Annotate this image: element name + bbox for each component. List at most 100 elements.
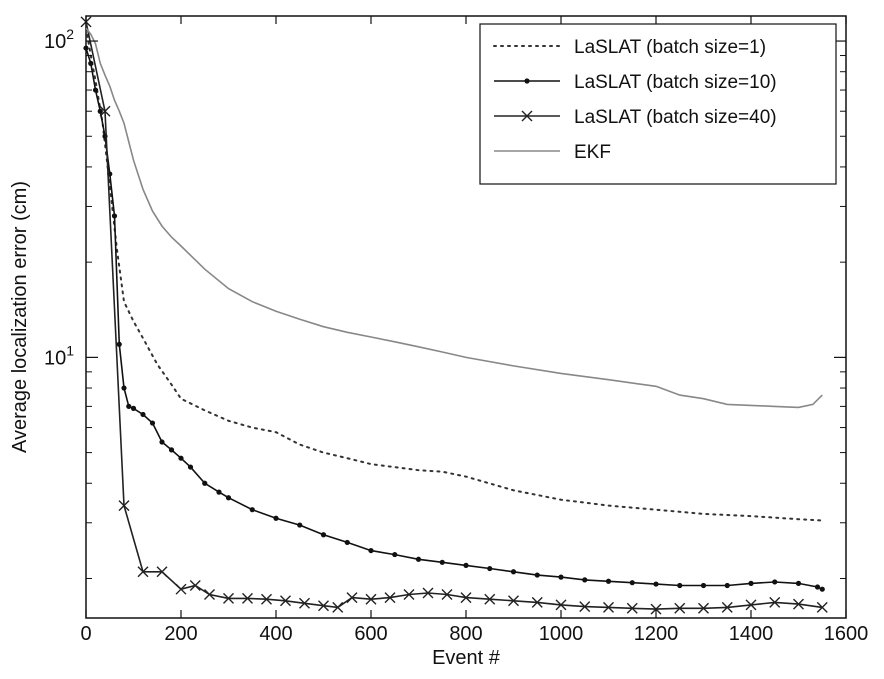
data-point (819, 586, 825, 592)
data-point (126, 403, 132, 409)
x-axis-label: Event # (432, 647, 501, 669)
data-point (365, 593, 377, 605)
data-point (121, 385, 127, 391)
data-point (531, 596, 543, 608)
data-point (318, 600, 329, 612)
data-point (724, 582, 730, 589)
data-point (814, 584, 821, 590)
data-point (745, 599, 757, 611)
data-point (674, 602, 686, 614)
data-point (168, 447, 175, 453)
data-point (626, 602, 638, 614)
data-point (225, 495, 232, 501)
y-axis-label: Average localization error (cm) (9, 181, 31, 453)
x-tick-label: 1200 (634, 623, 679, 645)
data-point (178, 455, 184, 461)
x-tick-label: 1000 (539, 623, 584, 645)
data-point (403, 588, 415, 600)
data-point (384, 592, 396, 604)
data-point (111, 213, 118, 219)
data-point (605, 578, 612, 584)
data-point (320, 532, 327, 538)
data-point (88, 60, 94, 66)
data-point (415, 556, 422, 562)
data-point (769, 596, 781, 608)
series-line (85, 27, 824, 522)
data-point (216, 489, 222, 495)
data-point (189, 580, 201, 592)
data-point (748, 580, 754, 586)
data-point (368, 547, 374, 554)
data-point (422, 587, 434, 599)
data-point (441, 588, 453, 600)
data-point (249, 507, 255, 513)
data-point (558, 574, 564, 580)
series-1 (83, 45, 825, 592)
data-point (223, 592, 234, 604)
data-point (346, 592, 358, 604)
data-point (261, 593, 272, 605)
data-point (534, 572, 540, 578)
series-0 (85, 27, 824, 522)
legend-marker (521, 110, 533, 122)
legend-label: LaSLAT (batch size=40) (574, 107, 777, 128)
legend-item: LaSLAT (batch size=1) (493, 37, 766, 58)
data-point (650, 603, 662, 615)
x-tick-label: 600 (354, 623, 387, 645)
data-point (149, 420, 156, 426)
data-point (175, 583, 187, 595)
legend-item: LaSLAT (batch size=40) (494, 107, 777, 128)
data-point (280, 595, 291, 607)
data-point (137, 566, 149, 578)
data-point (555, 599, 567, 611)
data-point (332, 601, 344, 613)
series-line (85, 47, 823, 590)
y-tick-label: 101 (44, 342, 74, 369)
data-point (460, 592, 472, 604)
legend-item: EKF (494, 142, 611, 163)
data-point (603, 601, 614, 613)
x-tick-label: 200 (164, 623, 197, 645)
legend-label: EKF (574, 142, 611, 163)
data-point (187, 464, 194, 470)
data-point (273, 515, 279, 521)
data-point (698, 602, 709, 614)
x-tick-label: 800 (449, 623, 482, 645)
data-point (795, 580, 802, 586)
data-point (116, 341, 122, 347)
data-point (156, 566, 168, 578)
data-point (508, 595, 519, 607)
data-point (392, 551, 398, 558)
x-tick-label: 0 (80, 623, 91, 645)
data-point (487, 565, 493, 572)
series-line (85, 27, 823, 409)
data-point (140, 411, 146, 418)
legend-marker (524, 78, 530, 84)
legend-item: LaSLAT (batch size=10) (494, 72, 777, 93)
data-point (579, 601, 591, 613)
series-layer (80, 16, 828, 615)
series-2 (80, 16, 828, 615)
data-point (677, 582, 683, 589)
legend: LaSLAT (batch size=1) LaSLAT (batch size=… (479, 23, 837, 185)
data-point (159, 439, 165, 445)
data-point (463, 562, 469, 568)
data-point (653, 581, 659, 587)
data-point (242, 592, 253, 604)
legend-box (479, 23, 837, 185)
data-point (484, 593, 496, 605)
legend-label: LaSLAT (batch size=1) (574, 37, 766, 58)
legend-label: LaSLAT (batch size=10) (574, 72, 777, 93)
data-point (721, 601, 733, 613)
data-point (202, 480, 208, 486)
data-point (510, 569, 517, 575)
data-point (130, 405, 137, 411)
data-point (772, 579, 778, 585)
data-point (204, 588, 215, 600)
data-point (439, 559, 445, 565)
data-point (118, 500, 130, 512)
x-tick-label: 1400 (729, 623, 774, 645)
data-point (92, 87, 99, 93)
data-point (97, 108, 103, 114)
